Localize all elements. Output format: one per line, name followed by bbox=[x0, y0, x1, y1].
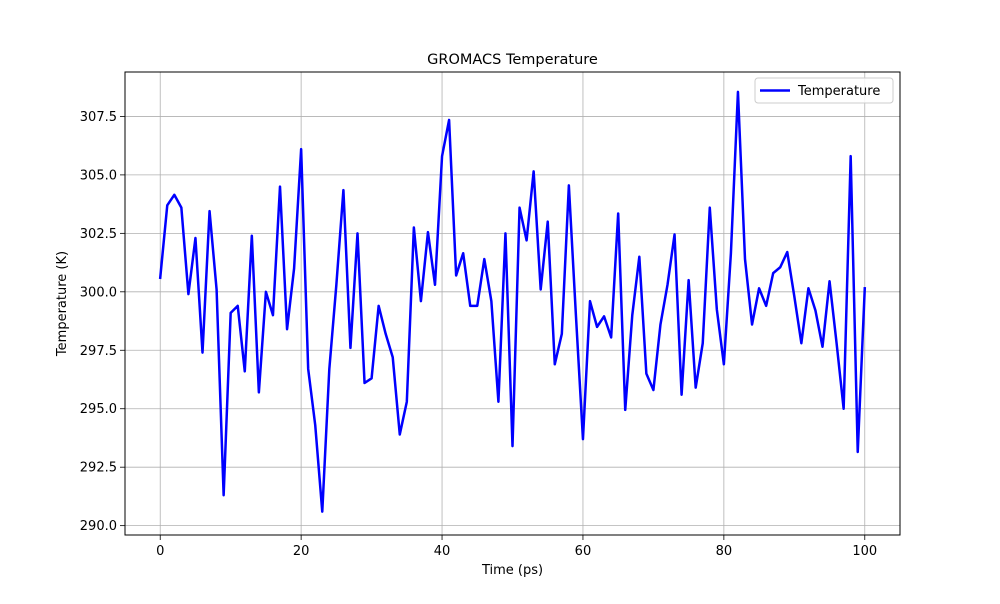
y-tick-label: 290.0 bbox=[80, 519, 117, 534]
legend-box bbox=[754, 77, 894, 104]
x-axis-label: Time (ps) bbox=[481, 563, 543, 578]
x-tick-label: 60 bbox=[575, 544, 592, 559]
legend: Temperature bbox=[754, 77, 894, 104]
y-tick-label: 292.5 bbox=[80, 461, 117, 476]
x-tick-label: 100 bbox=[852, 544, 877, 559]
legend-label: Temperature bbox=[797, 84, 880, 99]
y-axis-label: Temperature (K) bbox=[55, 251, 70, 357]
plot-area-frame bbox=[124, 71, 901, 536]
x-tick-label: 40 bbox=[434, 544, 451, 559]
y-tick-label: 302.5 bbox=[80, 227, 117, 242]
x-tick-label: 80 bbox=[716, 544, 733, 559]
x-axis-ticks: 0 20 40 60 80 100 bbox=[156, 535, 877, 559]
y-tick-label: 300.0 bbox=[80, 285, 117, 300]
temperature-series-line bbox=[158, 90, 867, 513]
y-tick-label: 297.5 bbox=[80, 344, 117, 359]
y-axis-ticks: 290.0 292.5 295.0 297.5 300.0 302.5 305.0 307.5 bbox=[80, 110, 125, 534]
y-tick-label: 305.0 bbox=[80, 168, 117, 183]
chart-title: GROMACS Temperature bbox=[427, 52, 598, 68]
y-tick-label: 295.0 bbox=[80, 402, 117, 417]
grid-lines bbox=[125, 72, 900, 535]
x-tick-label: 0 bbox=[156, 544, 164, 559]
y-tick-label: 307.5 bbox=[80, 110, 117, 125]
x-tick-label: 20 bbox=[293, 544, 310, 559]
series-layer bbox=[158, 90, 867, 513]
